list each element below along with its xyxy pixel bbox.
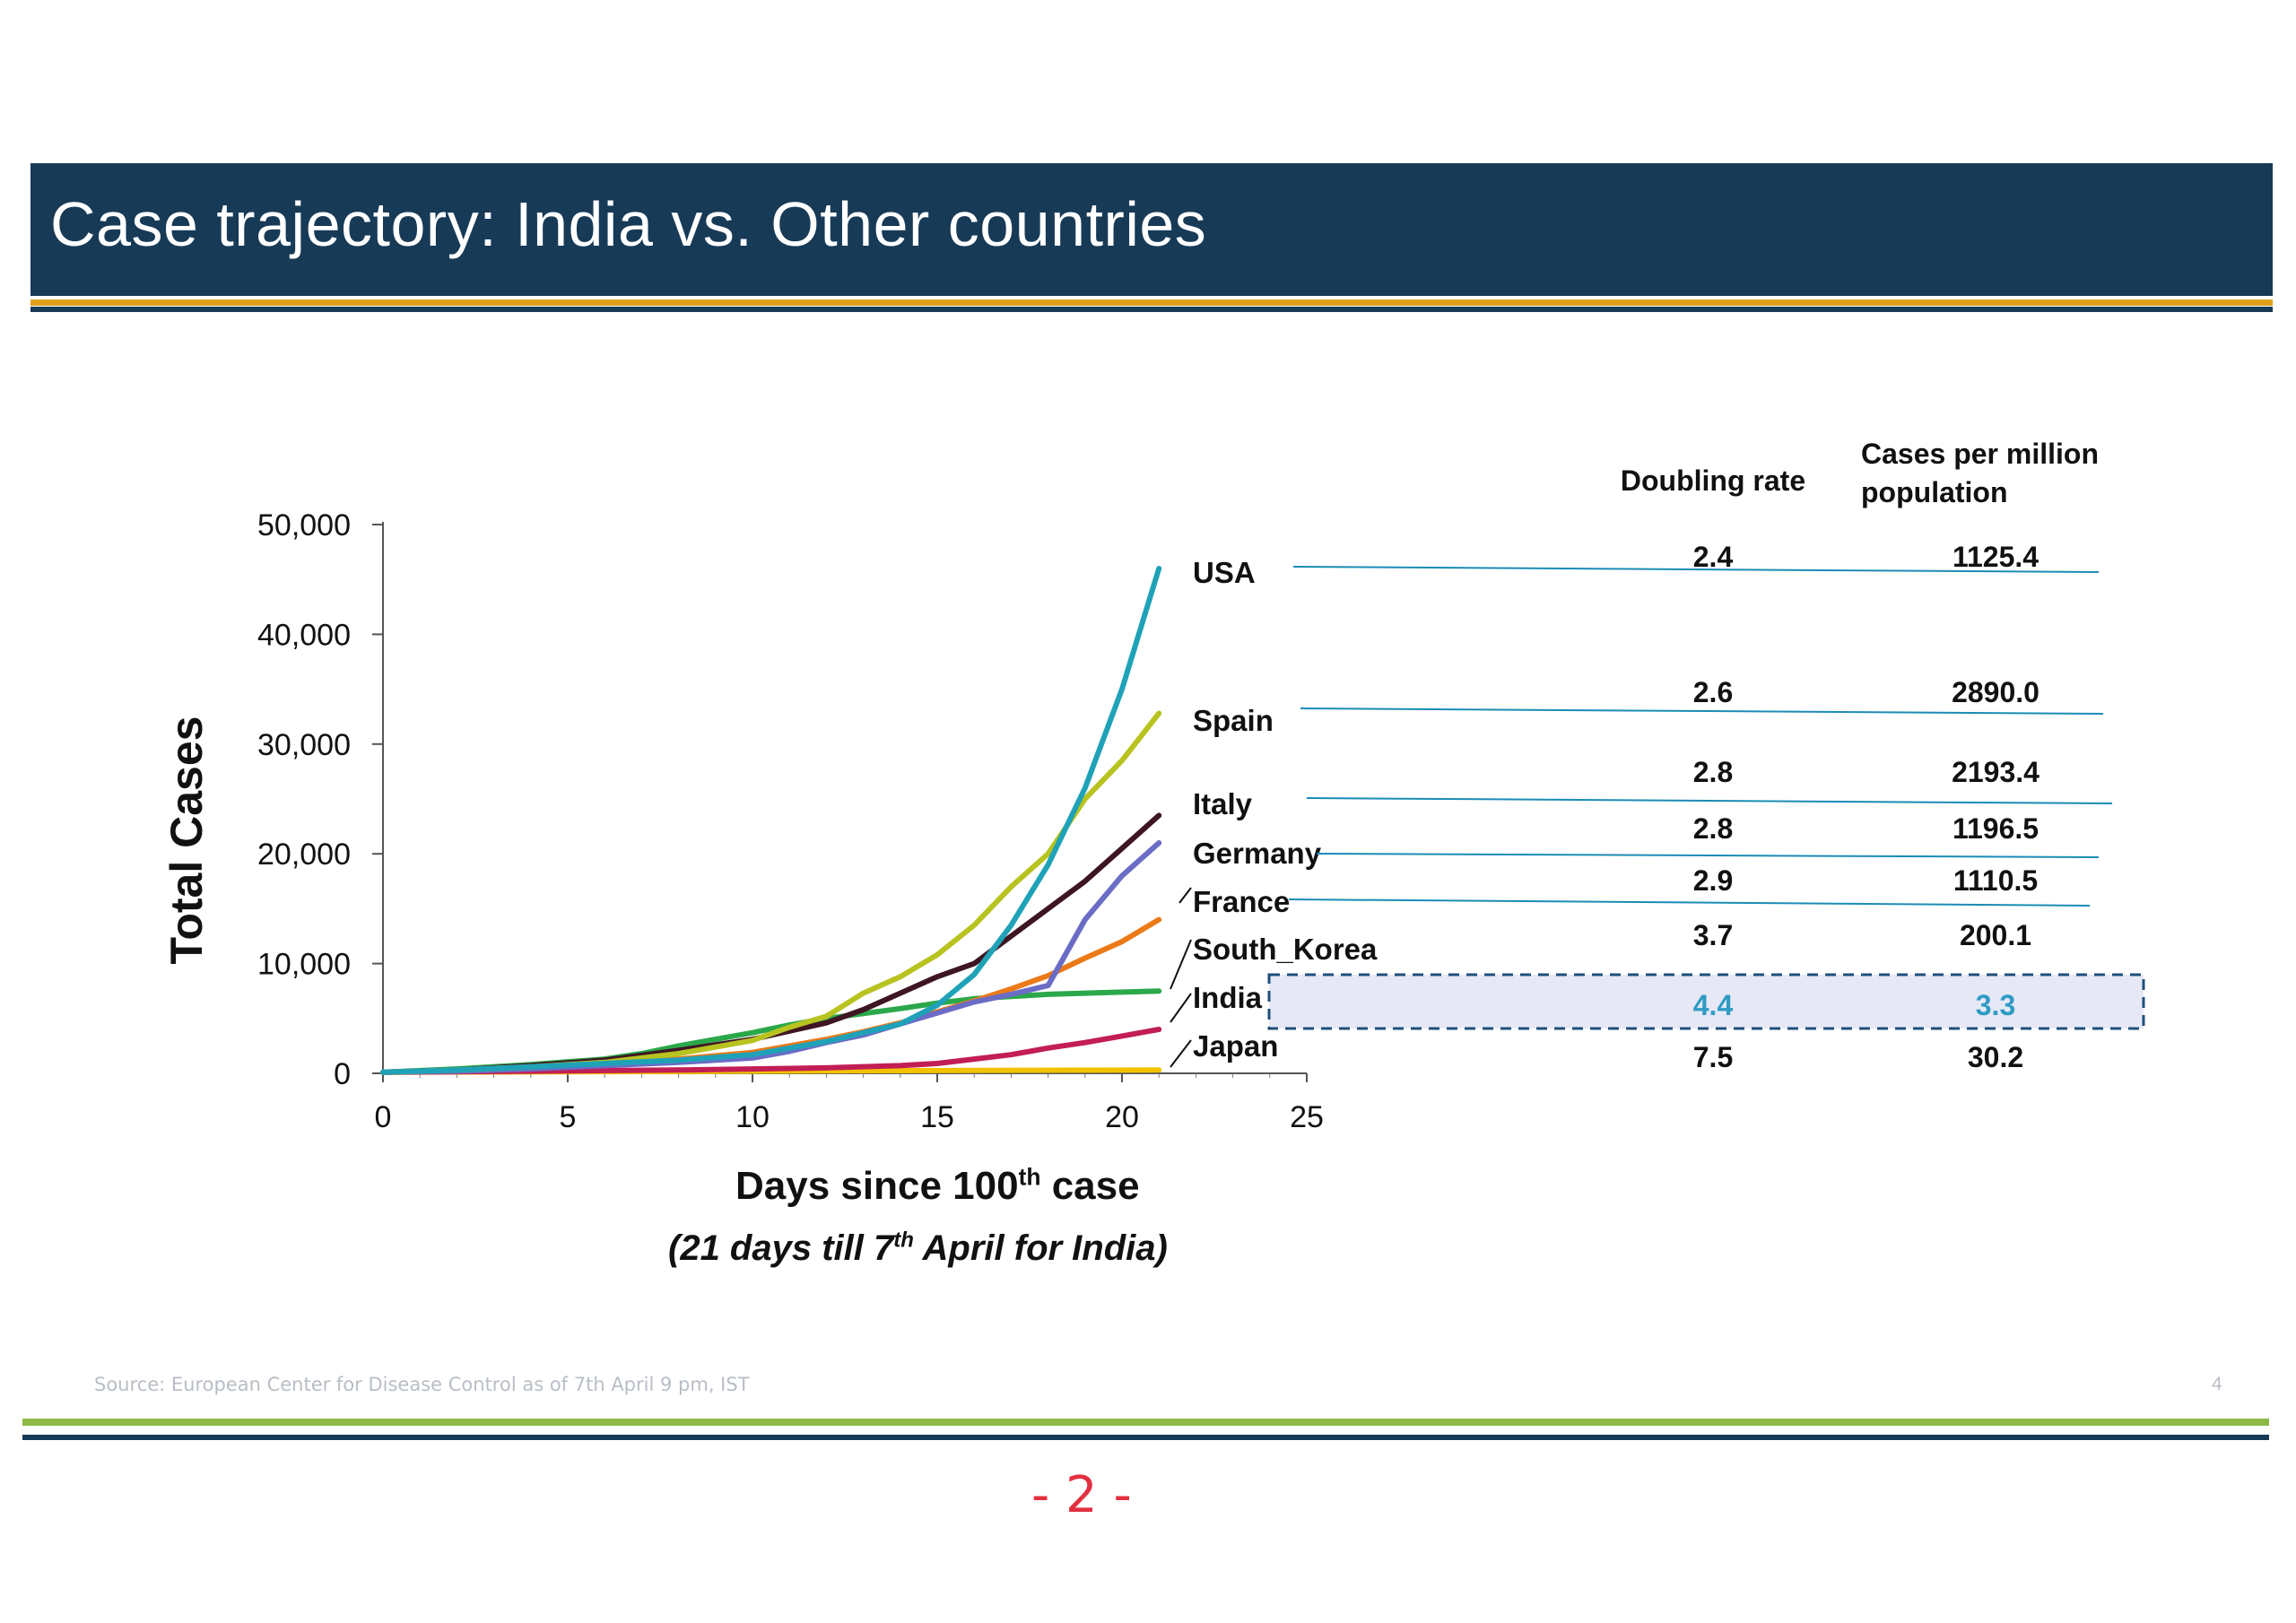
doubling-rate-usa: 2.4 [1693, 541, 1734, 573]
cases-per-million-italy: 2193.4 [1952, 756, 2039, 788]
x-tick-label: 5 [560, 1100, 577, 1134]
leader-line-france [1178, 887, 1192, 904]
page-number: 4 [2212, 1374, 2222, 1394]
cases-per-million-france: 1110.5 [1953, 864, 2038, 897]
doubling-rate-header: Doubling rate [1621, 464, 1805, 497]
x-tick-label: 20 [1105, 1100, 1139, 1134]
cases-per-million-usa: 1125.4 [1952, 541, 2039, 573]
country-label-germany: Germany [1193, 837, 1322, 870]
doubling-rate-india: 4.4 [1693, 989, 1734, 1021]
doubling-rate-south-korea: 3.7 [1693, 919, 1733, 951]
y-tick-label: 40,000 [257, 618, 351, 652]
cases-per-million-header-line2: population [1861, 476, 2008, 508]
source-note: Source: European Center for Disease Cont… [94, 1374, 750, 1395]
india-highlight-box [1267, 973, 2145, 1030]
guide-line [1292, 566, 2100, 573]
y-tick-label: 0 [334, 1057, 351, 1091]
cases-per-million-germany: 1196.5 [1952, 812, 2039, 845]
footer-rule-green [22, 1419, 2269, 1426]
guide-line [1288, 898, 2091, 907]
cases-per-million-south-korea: 200.1 [1960, 919, 2031, 951]
series-line-india [380, 1027, 1162, 1075]
x-tick-label: 0 [375, 1100, 392, 1134]
y-tick-label: 50,000 [257, 508, 351, 542]
cases-per-million-spain: 2890.0 [1952, 676, 2039, 708]
doubling-rate-germany: 2.8 [1693, 812, 1733, 845]
guide-line [1306, 797, 2113, 804]
x-tick-label: 15 [920, 1100, 954, 1134]
footer-rule-navy [22, 1435, 2269, 1440]
y-axis-title: Total Cases [161, 716, 212, 965]
x-tick-label: 10 [735, 1100, 770, 1134]
slide-title: Case trajectory: India vs. Other countri… [50, 189, 1207, 259]
y-tick-label: 10,000 [257, 948, 351, 982]
country-label-usa: USA [1193, 556, 1256, 589]
leader-line-japan [1170, 1039, 1192, 1068]
guide-line [1316, 853, 2100, 858]
series-line-usa [380, 566, 1162, 1075]
country-label-india: India [1193, 981, 1263, 1014]
cases-per-million-header-line1: Cases per million [1861, 438, 2099, 470]
y-tick-label: 20,000 [257, 838, 351, 872]
x-axis-subtitle: (21 days till 7th April for India) [668, 1228, 1168, 1268]
title-underline-navy [30, 307, 2273, 312]
y-tick-label: 30,000 [257, 728, 351, 762]
leader-line-india [1170, 993, 1192, 1023]
leader-line-south-korea [1170, 939, 1192, 990]
cases-per-million-japan: 30.2 [1968, 1041, 2023, 1073]
handwritten-page-mark: - 2 - [1031, 1466, 1132, 1524]
x-tick-label: 25 [1290, 1100, 1324, 1134]
title-underline-gold [30, 299, 2273, 306]
x-axis-title: Days since 100th case [735, 1163, 1140, 1208]
series-line-spain [380, 710, 1162, 1075]
cases-per-million-india: 3.3 [1976, 989, 2015, 1021]
title-banner: Case trajectory: India vs. Other countri… [30, 163, 2273, 296]
doubling-rate-japan: 7.5 [1693, 1041, 1733, 1073]
country-label-spain: Spain [1193, 704, 1274, 737]
country-label-japan: Japan [1193, 1029, 1278, 1063]
doubling-rate-italy: 2.8 [1693, 756, 1733, 788]
guide-line [1300, 707, 2104, 715]
country-label-france: France [1193, 885, 1290, 918]
country-label-italy: Italy [1193, 787, 1253, 820]
doubling-rate-france: 2.9 [1693, 864, 1733, 897]
country-label-south-korea: South_Korea [1193, 933, 1378, 966]
doubling-rate-spain: 2.6 [1693, 676, 1733, 708]
